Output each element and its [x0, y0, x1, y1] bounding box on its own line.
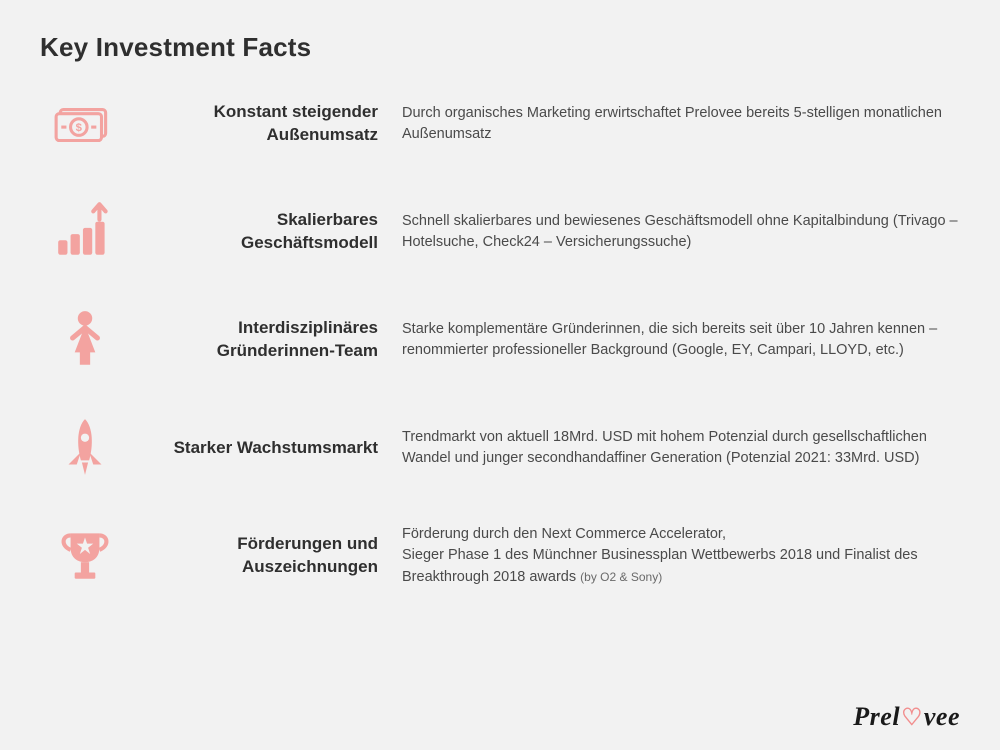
- fact-description: Schnell skalierbares und bewiesenes Gesc…: [396, 211, 960, 253]
- svg-text:$: $: [76, 122, 83, 134]
- fact-heading: Skalierbares Geschäftsmodell: [148, 209, 378, 255]
- fact-heading: Starker Wachstumsmarkt: [148, 437, 378, 460]
- rocket-icon: [40, 415, 130, 481]
- prelovee-logo: Prel♡vee: [853, 702, 960, 732]
- fact-heading: Konstant steigender Außenumsatz: [148, 101, 378, 147]
- fact-row: Skalierbares Geschäftsmodell Schnell ska…: [40, 199, 960, 265]
- fact-description: Förderung durch den Next Commerce Accele…: [396, 524, 960, 587]
- growth-chart-icon: [40, 199, 130, 265]
- logo-prefix: Prel: [853, 702, 900, 731]
- female-figure-icon: [40, 307, 130, 373]
- fact-heading: Förderungen und Auszeichnungen: [148, 533, 378, 579]
- trophy-icon: [40, 523, 130, 589]
- money-bill-icon: $: [40, 91, 130, 157]
- fact-heading: Interdisziplinäres Gründerinnen-Team: [148, 317, 378, 363]
- logo-suffix: vee: [924, 702, 960, 731]
- fact-row: Interdisziplinäres Gründerinnen-Team Sta…: [40, 307, 960, 373]
- fact-description: Trendmarkt von aktuell 18Mrd. USD mit ho…: [396, 427, 960, 469]
- fact-description: Durch organisches Marketing erwirtschaft…: [396, 103, 960, 145]
- fact-description: Starke komplementäre Gründerinnen, die s…: [396, 319, 960, 361]
- heart-icon: ♡: [901, 705, 922, 732]
- fact-list: $ Konstant steigender Außenumsatz Durch …: [40, 91, 960, 589]
- fact-description-suffix: (by O2 & Sony): [580, 570, 662, 584]
- investment-facts-slide: Key Investment Facts $ Konstant steigend…: [0, 0, 1000, 750]
- fact-row: Förderungen und Auszeichnungen Förderung…: [40, 523, 960, 589]
- page-title: Key Investment Facts: [40, 32, 960, 63]
- fact-row: Starker Wachstumsmarkt Trendmarkt von ak…: [40, 415, 960, 481]
- fact-row: $ Konstant steigender Außenumsatz Durch …: [40, 91, 960, 157]
